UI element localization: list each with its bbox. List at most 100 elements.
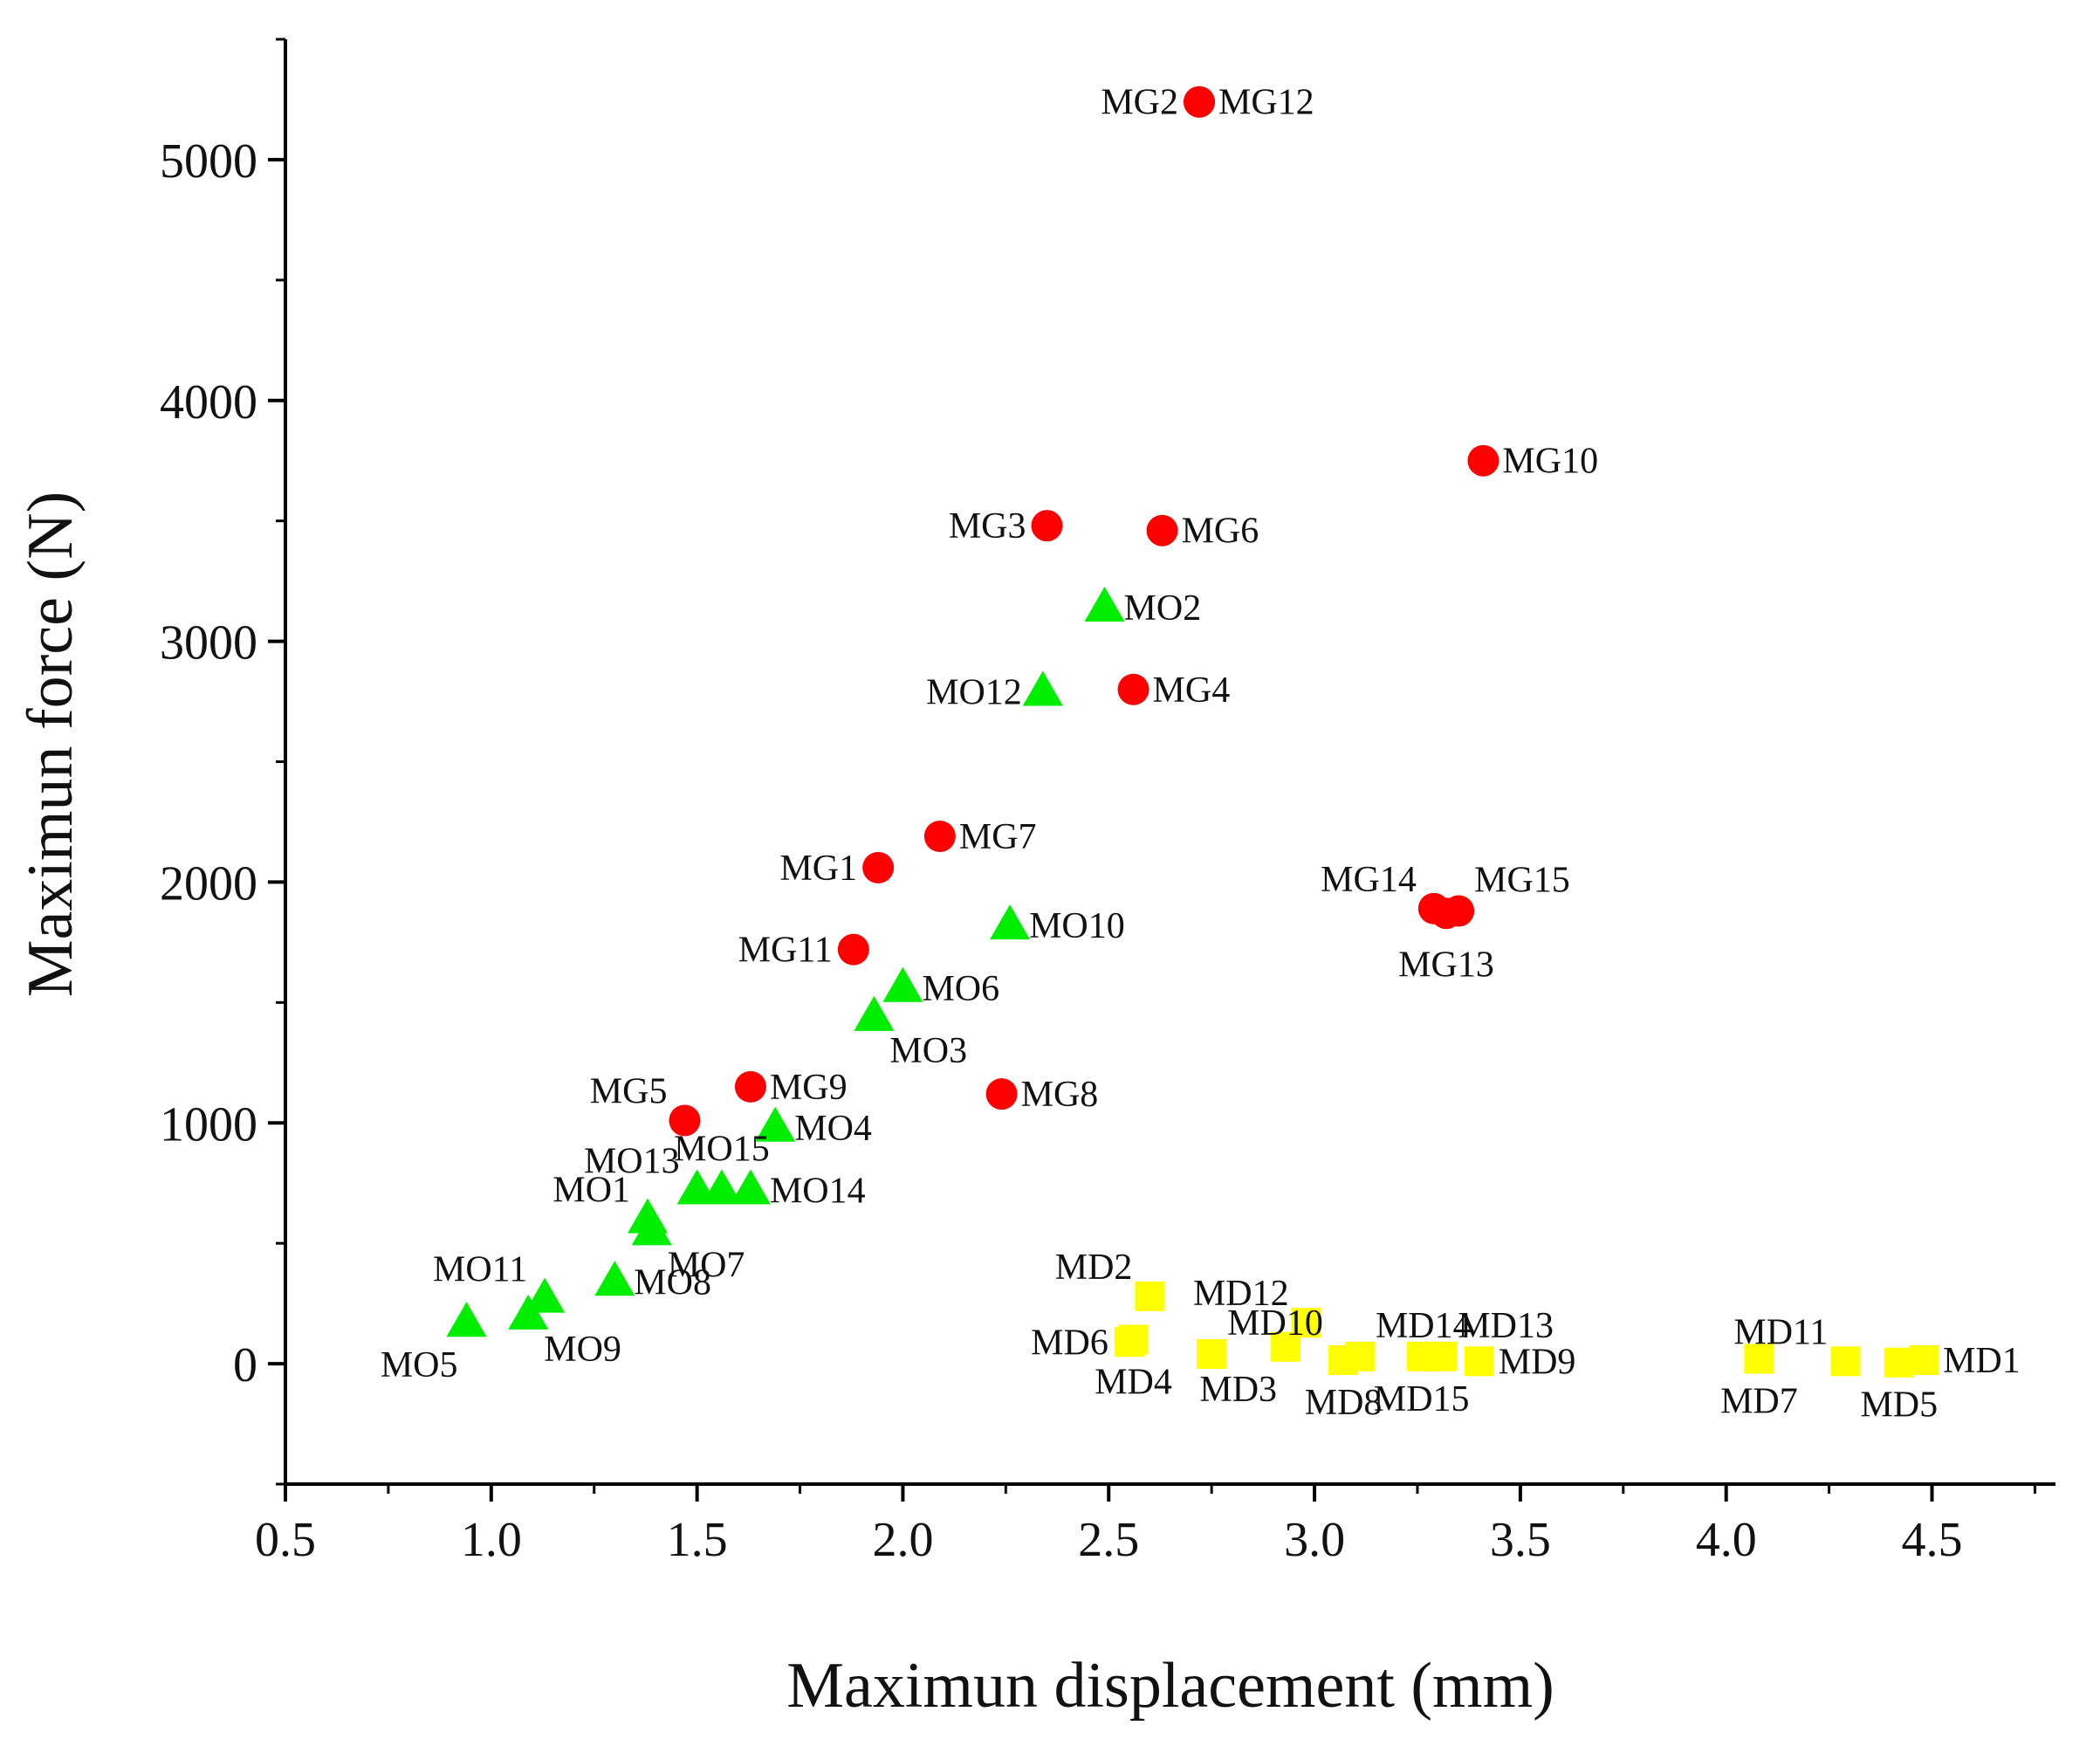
point-mo6 [882,966,923,1002]
x-ticks: 0.5 1.0 1.5 2.0 2.5 3.0 3.5 4.0 4.5 [255,1484,2036,1567]
point-mg5 [669,1104,701,1137]
point-mo10 [990,904,1031,940]
label-mg14: MG14 [1321,860,1417,900]
point-mg10 [1467,444,1500,477]
label-md5: MD5 [1860,1385,1938,1426]
label-mg5: MG5 [590,1071,668,1111]
point-mg1 [862,851,895,883]
y-tick-label: 1000 [160,1097,257,1151]
point-mo3 [854,995,895,1031]
point-mo5 [446,1302,487,1337]
label-md8: MD8 [1305,1383,1383,1423]
label-mo10: MO10 [1029,906,1125,946]
point-mg15 [1443,895,1475,927]
label-mg8: MG8 [1021,1075,1099,1115]
label-mo14: MO14 [770,1171,866,1211]
label-mg9: MG9 [770,1068,848,1108]
axes: 0.5 1.0 1.5 2.0 2.5 3.0 3.5 4.0 4.5 0 1000 2000 300… [160,38,2055,1567]
label-md15: MD15 [1374,1379,1470,1419]
label-mg10: MG10 [1502,442,1598,482]
point-mg9 [734,1070,766,1103]
point-md6 [1114,1327,1144,1358]
label-mo9: MO9 [544,1330,621,1370]
point-mg3 [1031,510,1063,542]
point-md15 [1406,1341,1437,1371]
label-mo12: MO12 [926,673,1022,713]
point-mo8 [594,1261,635,1296]
label-md6: MD6 [1031,1323,1108,1363]
x-tick-label: 3.0 [1284,1513,1345,1567]
label-md2: MD2 [1055,1248,1133,1288]
point-md5 [1884,1347,1914,1378]
point-mg12 [1184,86,1216,118]
label-md13: MD13 [1458,1306,1554,1346]
point-mo2 [1084,586,1125,622]
x-tick-label: 0.5 [255,1513,316,1567]
point-md11 [1830,1346,1861,1377]
label-md9: MD9 [1499,1342,1576,1382]
label-md11: MD11 [1733,1312,1828,1352]
label-mo1: MO1 [552,1171,630,1211]
label-mo4: MO4 [794,1109,872,1149]
point-md9 [1464,1346,1494,1377]
label-md7: MD7 [1720,1382,1798,1422]
point-mo11 [525,1277,566,1313]
point-mo15 [701,1169,742,1205]
label-mg6: MG6 [1182,512,1259,552]
y-tick-label: 5000 [160,134,257,189]
x-tick-label: 2.5 [1078,1513,1139,1567]
y-axis-title: Maximun force (N) [15,491,86,997]
x-tick-label: 4.5 [1902,1513,1963,1567]
label-mg15: MG15 [1474,861,1570,901]
label-mg4: MG4 [1153,670,1231,711]
label-mo15: MO15 [674,1129,770,1169]
x-tick-label: 4.0 [1696,1513,1757,1567]
label-md3: MD3 [1199,1370,1277,1410]
point-mg4 [1117,673,1150,705]
point-mo7 [631,1210,672,1246]
label-mg13: MG13 [1398,945,1494,985]
x-tick-label: 2.0 [872,1513,933,1567]
point-md7 [1744,1344,1774,1374]
label-mo5: MO5 [381,1345,458,1385]
label-md10: MD10 [1227,1303,1323,1344]
label-md14: MD14 [1376,1306,1472,1346]
label-mo6: MO6 [922,969,999,1009]
y-ticks: 0 1000 2000 3000 4000 5000 [160,38,285,1486]
label-mo2: MO2 [1124,588,1202,629]
label-mg1: MG1 [779,849,857,889]
y-tick-label: 2000 [160,856,257,911]
label-md1: MD1 [1943,1341,2021,1381]
point-mg8 [985,1078,1018,1110]
point-mg7 [923,821,956,853]
label-mg7: MG7 [959,817,1037,857]
data-points [446,86,1939,1378]
label-mo7: MO7 [668,1245,745,1285]
label-mg11: MG11 [738,931,833,971]
label-mg12: MG12 [1218,83,1314,123]
label-md4: MD4 [1095,1363,1172,1403]
x-tick-label: 3.5 [1490,1513,1551,1567]
y-tick-label: 4000 [160,375,257,430]
point-mo12 [1022,670,1063,706]
y-tick-label: 3000 [160,616,257,670]
point-mg6 [1146,514,1178,546]
label-mg3: MG3 [949,506,1026,546]
point-mo4 [755,1106,796,1142]
label-md12: MD12 [1193,1274,1289,1314]
label-mg2: MG2 [1101,83,1178,123]
point-labels: MG1 MG2 MG3 MG4 MG5 MG6 MG7 MG8 MG9 MG10 MG11 MG12 M… [381,83,2021,1426]
x-tick-label: 1.0 [461,1513,522,1567]
x-tick-label: 1.5 [667,1513,728,1567]
point-md10 [1197,1339,1227,1370]
y-tick-label: 0 [233,1338,257,1392]
label-mo8: MO8 [634,1262,711,1303]
point-mg14 [1417,892,1450,925]
label-mo11: MO11 [433,1250,527,1290]
label-mo3: MO3 [889,1031,967,1071]
x-axis-title: Maximun displacement (mm) [786,1650,1554,1722]
point-md2 [1135,1281,1165,1311]
point-md14 [1344,1341,1375,1371]
point-md12 [1291,1308,1321,1338]
